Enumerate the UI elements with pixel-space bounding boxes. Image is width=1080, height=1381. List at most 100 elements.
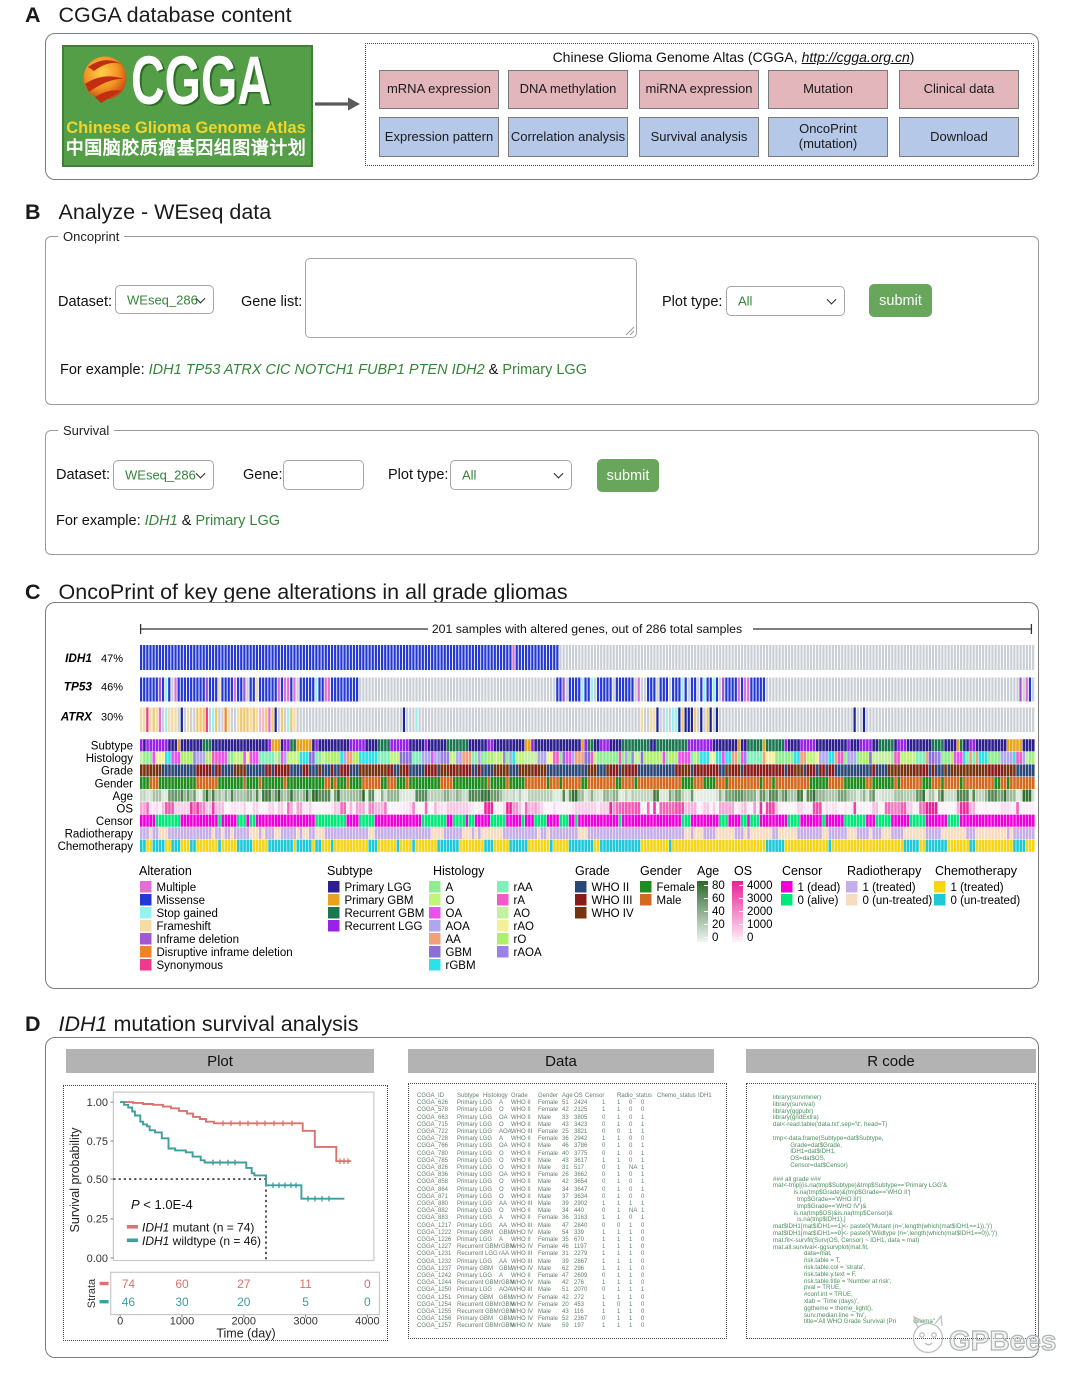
- svg-text:rA: rA: [514, 895, 526, 907]
- svg-text:Censor: Censor: [782, 864, 822, 878]
- svg-text:47%: 47%: [101, 653, 123, 665]
- svg-text:74: 74: [122, 1277, 136, 1291]
- svg-text:1.00: 1.00: [87, 1097, 108, 1109]
- svg-text:201 samples with altered genes: 201 samples with altered genes, out of 2…: [432, 622, 742, 636]
- svg-text:Time (day): Time (day): [216, 1327, 275, 1341]
- svg-text:Frameshift: Frameshift: [157, 921, 212, 933]
- svg-text:0 (alive): 0 (alive): [798, 895, 839, 907]
- svg-text:OA: OA: [446, 908, 463, 920]
- svg-text:30: 30: [175, 1295, 189, 1309]
- svg-text:Grade: Grade: [575, 864, 610, 878]
- svg-text:Female: Female: [657, 882, 695, 894]
- svg-text:5: 5: [302, 1295, 309, 1309]
- svg-text:TP53: TP53: [64, 680, 93, 694]
- svg-text:ATRX: ATRX: [60, 710, 93, 724]
- svg-text:60: 60: [712, 893, 725, 905]
- svg-text:Grade: Grade: [101, 766, 133, 778]
- svg-text:Male: Male: [657, 895, 682, 907]
- svg-text:Alteration: Alteration: [139, 864, 192, 878]
- svg-text:Disruptive inframe deletion: Disruptive inframe deletion: [157, 947, 293, 959]
- svg-text:GBM: GBM: [446, 947, 472, 959]
- svg-text:0 (un-treated): 0 (un-treated): [951, 895, 1021, 907]
- svg-text:1000: 1000: [747, 919, 773, 931]
- svg-text:4000: 4000: [355, 1316, 379, 1328]
- svg-text:Subtype: Subtype: [91, 741, 133, 753]
- svg-text:Age: Age: [113, 791, 133, 803]
- svg-text:4000: 4000: [747, 880, 773, 892]
- svg-text:AA: AA: [446, 934, 462, 946]
- svg-text:WHO III: WHO III: [592, 895, 633, 907]
- svg-text:OS: OS: [116, 803, 133, 815]
- svg-text:Inframe deletion: Inframe deletion: [157, 934, 239, 946]
- svg-text:CGGA: CGGA: [131, 47, 271, 119]
- svg-text:Missense: Missense: [157, 895, 206, 907]
- svg-text:Age: Age: [697, 864, 719, 878]
- svg-text:1 (treated): 1 (treated): [863, 882, 916, 894]
- svg-text:Synonymous: Synonymous: [157, 960, 224, 972]
- svg-text:IDH1 wildtype (n = 46): IDH1 wildtype (n = 46): [142, 1234, 261, 1248]
- svg-text:Recurrent GBM: Recurrent GBM: [345, 908, 425, 920]
- svg-text:1 (dead): 1 (dead): [798, 882, 841, 894]
- svg-text:Radiotherapy: Radiotherapy: [65, 829, 134, 841]
- svg-text:Multiple: Multiple: [157, 882, 197, 894]
- svg-text:0 (un-treated): 0 (un-treated): [863, 895, 933, 907]
- svg-text:27: 27: [237, 1277, 251, 1291]
- svg-text:O: O: [446, 895, 455, 907]
- svg-text:Histology: Histology: [86, 753, 134, 765]
- svg-text:IDH1 mutant (n = 74): IDH1 mutant (n = 74): [142, 1221, 254, 1235]
- svg-text:OS: OS: [734, 864, 752, 878]
- svg-text:A: A: [446, 882, 454, 894]
- svg-text:80: 80: [712, 880, 725, 892]
- svg-text:Primary GBM: Primary GBM: [345, 895, 414, 907]
- svg-text:Chinese Glioma Genome Atlas: Chinese Glioma Genome Atlas: [66, 119, 306, 137]
- svg-text:46%: 46%: [101, 682, 123, 694]
- svg-text:WHO IV: WHO IV: [592, 908, 634, 920]
- svg-text:中国脑胶质瘤基因组图谱计划: 中国脑胶质瘤基因组图谱计划: [66, 137, 307, 158]
- svg-text:3000: 3000: [293, 1316, 317, 1328]
- svg-text:Histology: Histology: [433, 864, 485, 878]
- svg-text:Censor: Censor: [96, 816, 133, 828]
- svg-text:rGBM: rGBM: [446, 960, 476, 972]
- svg-text:30%: 30%: [101, 712, 123, 724]
- svg-text:40: 40: [712, 906, 725, 918]
- svg-text:0.50: 0.50: [87, 1174, 108, 1186]
- svg-text:0: 0: [364, 1277, 371, 1291]
- svg-text:2000: 2000: [232, 1316, 256, 1328]
- svg-text:Subtype: Subtype: [327, 864, 373, 878]
- svg-text:rO: rO: [514, 934, 527, 946]
- svg-text:GPBees: GPBees: [949, 1325, 1056, 1356]
- svg-text:rAO: rAO: [514, 921, 535, 933]
- svg-text:11: 11: [299, 1277, 312, 1291]
- svg-text:1000: 1000: [170, 1316, 194, 1328]
- svg-text:46: 46: [122, 1295, 136, 1309]
- svg-text:0.25: 0.25: [87, 1214, 108, 1226]
- svg-text:20: 20: [237, 1295, 251, 1309]
- svg-text:Survival probability: Survival probability: [68, 1127, 82, 1233]
- svg-text:WHO II: WHO II: [592, 882, 630, 894]
- svg-text:Chemotherapy: Chemotherapy: [935, 864, 1018, 878]
- svg-text:rAA: rAA: [514, 882, 534, 894]
- svg-text:0.00: 0.00: [87, 1253, 108, 1265]
- svg-text:Radiotherapy: Radiotherapy: [847, 864, 922, 878]
- svg-text:Gender: Gender: [640, 864, 682, 878]
- svg-text:0: 0: [712, 932, 718, 944]
- svg-text:0.75: 0.75: [87, 1136, 108, 1148]
- svg-text:20: 20: [712, 919, 725, 931]
- svg-text:Recurrent LGG: Recurrent LGG: [345, 921, 423, 933]
- svg-text:0: 0: [364, 1295, 371, 1309]
- svg-text:Strata: Strata: [86, 1278, 98, 1308]
- svg-text:0: 0: [747, 932, 753, 944]
- svg-text:3000: 3000: [747, 893, 773, 905]
- svg-text:2000: 2000: [747, 906, 773, 918]
- svg-text:AOA: AOA: [446, 921, 471, 933]
- svg-text:0: 0: [117, 1316, 123, 1328]
- svg-text:IDH1: IDH1: [65, 651, 92, 665]
- svg-text:60: 60: [175, 1277, 189, 1291]
- svg-text:Chemotherapy: Chemotherapy: [58, 841, 134, 853]
- svg-text:rAOA: rAOA: [514, 947, 542, 959]
- svg-text:AO: AO: [514, 908, 531, 920]
- svg-text:P < 1.0E-4: P < 1.0E-4: [131, 1197, 193, 1212]
- svg-text:Gender: Gender: [95, 778, 134, 790]
- svg-text:Primary LGG: Primary LGG: [345, 882, 412, 894]
- svg-text:CGGA: CGGA: [133, 47, 273, 121]
